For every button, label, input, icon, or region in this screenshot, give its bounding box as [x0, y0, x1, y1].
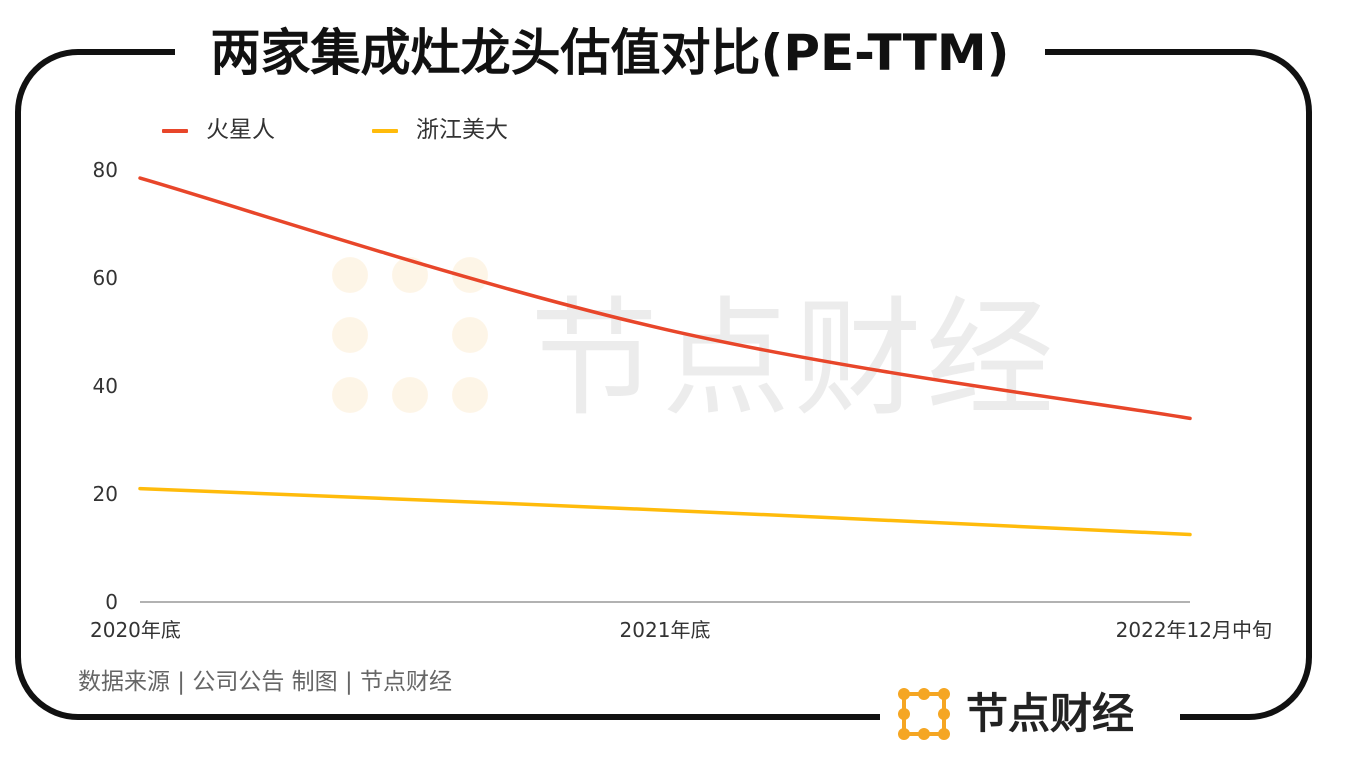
- y-tick-label: 0: [105, 590, 118, 614]
- watermark-text: 节点财经: [530, 285, 1059, 434]
- brand-name: 节点财经: [966, 689, 1135, 738]
- watermark-logo-icon: [332, 257, 488, 413]
- legend-item-series-1: 火星人: [162, 115, 275, 145]
- legend-label-series-2: 浙江美大: [416, 117, 508, 143]
- source-note: 数据来源 | 公司公告 制图 | 节点财经: [78, 669, 453, 695]
- y-tick-label: 40: [93, 374, 118, 398]
- chart-title: 两家集成灶龙头估值对比(PE-TTM): [175, 18, 1045, 88]
- x-tick-label: 2022年12月中旬: [1116, 618, 1272, 642]
- y-tick-label: 80: [93, 158, 118, 182]
- legend-label-series-1: 火星人: [206, 117, 275, 143]
- series-line-2: [138, 486, 1192, 537]
- brand-badge: 节点财经: [880, 680, 1180, 750]
- x-tick-label: 2021年底: [620, 618, 711, 642]
- legend-swatch-series-1: [162, 128, 188, 133]
- series-line-1: [138, 176, 1192, 421]
- y-tick-label: 60: [93, 266, 118, 290]
- node-logo-icon: [898, 688, 950, 740]
- y-tick-label: 20: [93, 482, 118, 506]
- legend-swatch-series-2: [372, 128, 398, 133]
- x-tick-label: 2020年底: [90, 618, 181, 642]
- legend-item-series-2: 浙江美大: [372, 115, 508, 145]
